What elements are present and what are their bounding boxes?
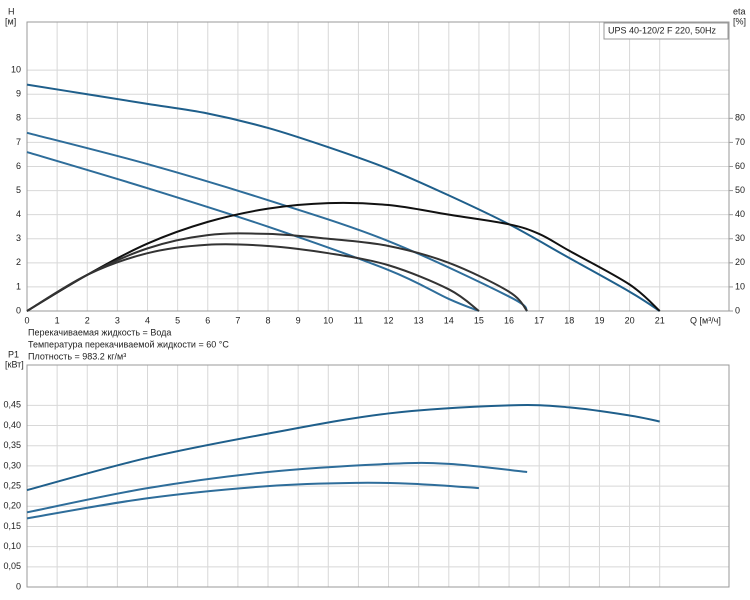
y-tick-label: 7 (16, 137, 21, 147)
plot-frame (26, 364, 730, 588)
x-tick-label: 15 (474, 315, 484, 325)
x-tick-label: 5 (175, 315, 180, 325)
y-tick-label: 0,40 (3, 420, 21, 430)
y-tick-label: 4 (16, 209, 21, 219)
x-tick-label: 20 (625, 315, 635, 325)
y2-tick-label: 50 (735, 185, 745, 195)
x-tick-label: 17 (534, 315, 544, 325)
curve (26, 461, 528, 514)
x-tick-label: 9 (296, 315, 301, 325)
y2-tick-label: 10 (735, 281, 745, 291)
x-tick-label: 14 (444, 315, 454, 325)
y-axis-label: P1 (8, 349, 19, 359)
x-tick-label: 1 (55, 315, 60, 325)
y-axis-unit: [м] (5, 16, 16, 26)
y-tick-label: 0,30 (3, 460, 21, 470)
x-tick-label: 3 (115, 315, 120, 325)
y2-axis-unit: [%] (733, 16, 746, 26)
x-tick-label: 10 (323, 315, 333, 325)
chart-title: UPS 40-120/2 F 220, 50Hz (608, 25, 717, 35)
x-tick-label: 16 (504, 315, 514, 325)
y-tick-label: 0,35 (3, 440, 21, 450)
annotation: Температура перекачиваемой жидкости = 60… (28, 339, 229, 349)
y-tick-label: 3 (16, 233, 21, 243)
annotation: Плотность = 983.2 кг/м³ (28, 351, 126, 361)
curve (26, 131, 528, 312)
x-tick-label: 0 (24, 315, 29, 325)
y-tick-label: 0 (16, 305, 21, 315)
x-tick-label: 6 (205, 315, 210, 325)
y-tick-label: 0,20 (3, 501, 21, 511)
y-tick-label: 8 (16, 113, 21, 123)
title-box (603, 22, 729, 40)
x-tick-label: 21 (655, 315, 665, 325)
x-tick-label: 13 (414, 315, 424, 325)
y2-tick-label: 0 (735, 305, 740, 315)
y-tick-label: 0,25 (3, 480, 21, 490)
y-tick-label: 5 (16, 185, 21, 195)
curve (26, 83, 661, 312)
y2-axis-label: eta (733, 6, 746, 16)
y-tick-label: 0,10 (3, 541, 21, 551)
curve (26, 232, 528, 312)
x-tick-label: 2 (85, 315, 90, 325)
y-tick-label: 0 (16, 581, 21, 591)
y-axis-label: H (8, 6, 15, 16)
curve (26, 201, 661, 312)
y2-tick-label: 30 (735, 233, 745, 243)
curve (26, 404, 660, 492)
y2-tick-label: 40 (735, 209, 745, 219)
x-tick-label: 19 (594, 315, 604, 325)
x-tick-label: 4 (145, 315, 150, 325)
curve (26, 243, 480, 312)
y-tick-label: 10 (11, 65, 21, 75)
x-tick-label: 7 (235, 315, 240, 325)
x-tick-label: 11 (354, 315, 363, 325)
x-tick-label: 12 (384, 315, 394, 325)
y2-tick-label: 60 (735, 161, 745, 171)
annotation: Перекачиваемая жидкость = Вода (28, 327, 171, 337)
y2-tick-label: 70 (735, 137, 745, 147)
y-tick-label: 1 (16, 281, 21, 291)
y-tick-label: 0,15 (3, 521, 21, 531)
y2-tick-label: 20 (735, 257, 745, 267)
y-tick-label: 9 (16, 89, 21, 99)
y-tick-label: 2 (16, 257, 21, 267)
plot-frame (26, 21, 730, 312)
y-tick-label: 0,05 (3, 561, 21, 571)
y2-tick-label: 80 (735, 113, 745, 123)
x-axis-label: Q [м³/ч] (690, 315, 721, 325)
y-axis-unit: [кВт] (5, 359, 24, 369)
y-tick-label: 0,45 (3, 400, 21, 410)
x-tick-label: 18 (564, 315, 574, 325)
x-tick-label: 8 (266, 315, 271, 325)
curve (26, 481, 479, 520)
y-tick-label: 6 (16, 161, 21, 171)
